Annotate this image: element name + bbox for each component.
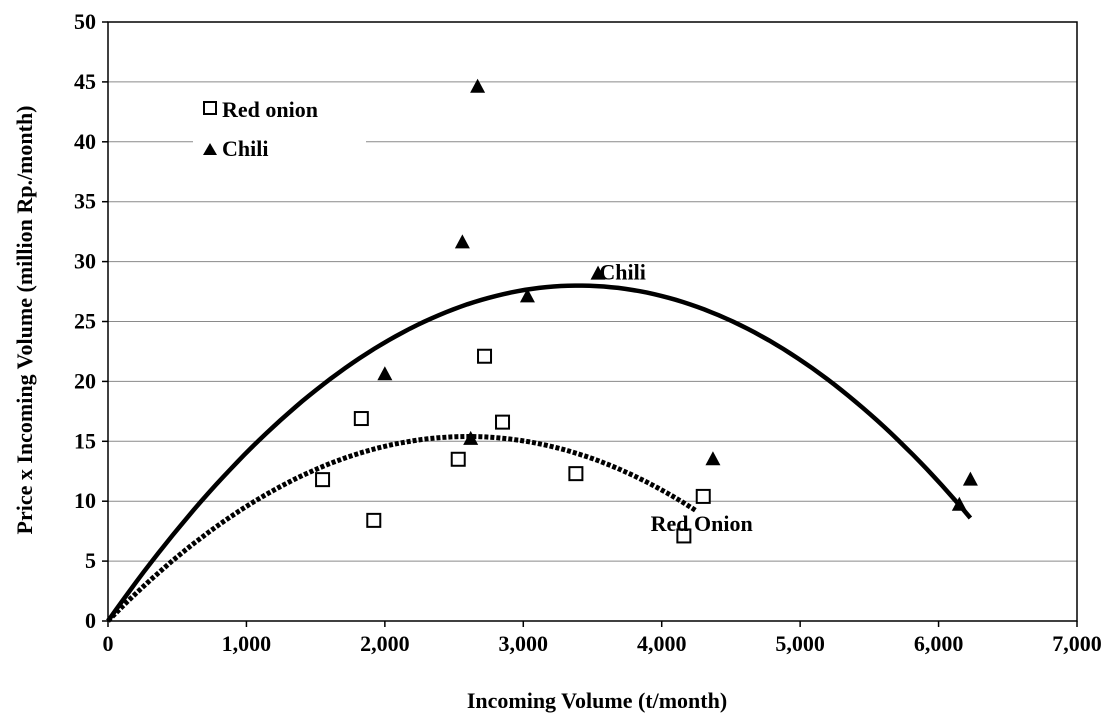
legend-box xyxy=(193,87,366,175)
x-tick-label: 0 xyxy=(103,631,114,656)
data-point-red-onion xyxy=(495,414,511,430)
annotation-red-onion: Red Onion xyxy=(651,511,753,536)
legend-marker-filled-triangle xyxy=(203,143,217,155)
data-point-red-onion xyxy=(695,488,711,504)
x-tick-label: 2,000 xyxy=(360,631,410,656)
data-point-chili xyxy=(705,451,721,466)
data-point-red-onion xyxy=(315,472,331,488)
y-tick-label: 40 xyxy=(74,129,96,154)
x-axis-title: Incoming Volume (t/month) xyxy=(467,688,727,713)
y-tick-label: 10 xyxy=(74,488,96,513)
data-point-chili xyxy=(962,471,978,486)
y-tick-label: 15 xyxy=(74,428,96,453)
data-point-chili xyxy=(590,265,606,280)
legend-label-red-onion: Red onion xyxy=(222,97,318,122)
y-tick-label: 45 xyxy=(74,69,96,94)
x-tick-label: 4,000 xyxy=(637,631,687,656)
y-tick-label: 25 xyxy=(74,309,96,334)
annotations: Chili Red Onion xyxy=(599,260,752,537)
legend: Red onion Chili xyxy=(193,87,366,175)
x-tick-label: 7,000 xyxy=(1052,631,1102,656)
data-point-red-onion xyxy=(450,451,466,467)
data-point-chili xyxy=(951,496,967,511)
trend-lines xyxy=(106,283,973,623)
y-tick-label: 30 xyxy=(74,249,96,274)
grid-lines xyxy=(108,81,1077,562)
y-tick-label: 20 xyxy=(74,368,96,393)
data-point-red-onion xyxy=(353,411,369,427)
annotation-chili: Chili xyxy=(599,260,645,285)
data-points xyxy=(315,78,978,544)
legend-entry-chili: Chili xyxy=(203,136,268,161)
legend-label-chili: Chili xyxy=(222,136,268,161)
data-point-chili xyxy=(454,234,470,249)
y-tick-label: 5 xyxy=(85,548,96,573)
data-point-red-onion xyxy=(568,466,584,482)
y-tick-label: 50 xyxy=(74,9,96,34)
x-tick-label: 6,000 xyxy=(914,631,964,656)
x-tick-label: 1,000 xyxy=(222,631,272,656)
y-axis-title: Price x Incoming Volume (million Rp./mon… xyxy=(12,105,37,534)
data-point-chili xyxy=(377,366,393,381)
data-point-red-onion xyxy=(477,348,493,364)
x-tick-label: 3,000 xyxy=(499,631,549,656)
y-tick-label: 0 xyxy=(85,608,96,633)
trend-line-chili xyxy=(106,283,973,623)
data-point-chili xyxy=(463,430,479,445)
trend-line-red-onion xyxy=(106,434,698,623)
data-point-red-onion xyxy=(366,512,382,528)
legend-entry-red-onion: Red onion xyxy=(203,97,318,122)
axis-ticks: 0 5 10 15 20 25 30 35 40 45 50 0 1,000 2,000 3,000 4,00… xyxy=(74,9,1102,656)
data-point-chili xyxy=(519,288,535,303)
legend-marker-open-square xyxy=(203,101,217,115)
y-tick-label: 35 xyxy=(74,189,96,214)
data-point-chili xyxy=(470,78,486,93)
x-tick-label: 5,000 xyxy=(775,631,825,656)
data-point-red-onion xyxy=(676,528,692,544)
